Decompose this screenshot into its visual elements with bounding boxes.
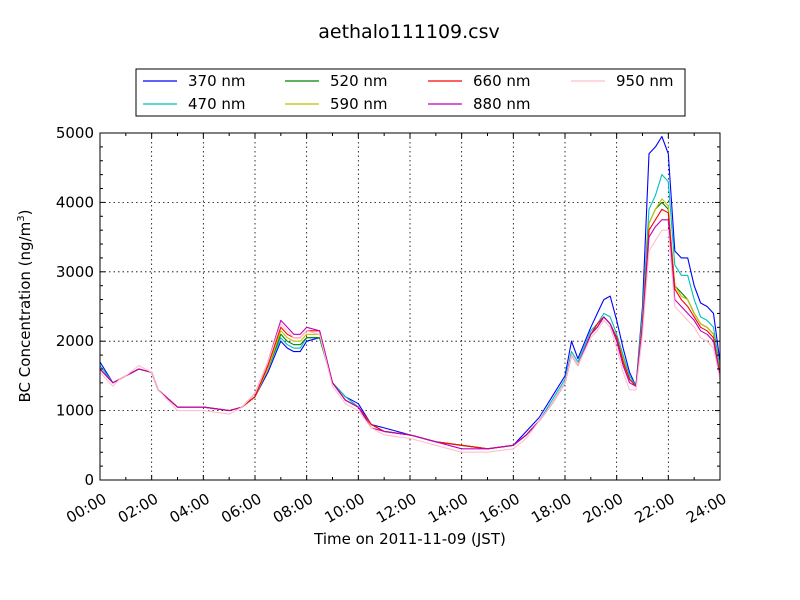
series-line-950-nm <box>99 229 721 453</box>
y-axis-label-tail: ) <box>16 210 34 216</box>
legend-label-2: 520 nm <box>330 72 388 90</box>
y-axis-label: BC Concentration (ng/m3) <box>16 210 34 403</box>
legend-label-6: 950 nm <box>616 72 674 90</box>
legend-label-5: 880 nm <box>473 95 531 113</box>
series-layer <box>99 135 721 453</box>
y-tick-label-4: 4000 <box>56 193 94 211</box>
chart-title: aethalo111109.csv <box>318 21 500 43</box>
y-axis: 0 1000 2000 3000 4000 5000 <box>56 124 720 489</box>
grid-lines <box>100 133 720 480</box>
legend-label-4: 660 nm <box>473 72 531 90</box>
y-tick-label-2: 2000 <box>56 332 94 350</box>
legend-label-1: 470 nm <box>188 95 246 113</box>
y-tick-label-3: 3000 <box>56 263 94 281</box>
series-line-880-nm <box>99 219 721 450</box>
y-tick-label-5: 5000 <box>56 124 94 142</box>
y-axis-label-superscript: 3 <box>16 215 27 221</box>
legend-frame <box>135 68 686 117</box>
y-tick-label-1: 1000 <box>56 402 94 420</box>
legend-label-0: 370 nm <box>188 72 246 90</box>
y-axis-label-text: BC Concentration (ng/m <box>16 222 34 403</box>
legend: 370 nm 470 nm 520 nm 590 nm 660 nm 880 nm 950 … <box>135 68 686 117</box>
x-axis-label: Time on 2011-11-09 (JST) <box>313 530 506 548</box>
y-tick-label-0: 0 <box>84 471 94 489</box>
legend-label-3: 590 nm <box>330 95 388 113</box>
